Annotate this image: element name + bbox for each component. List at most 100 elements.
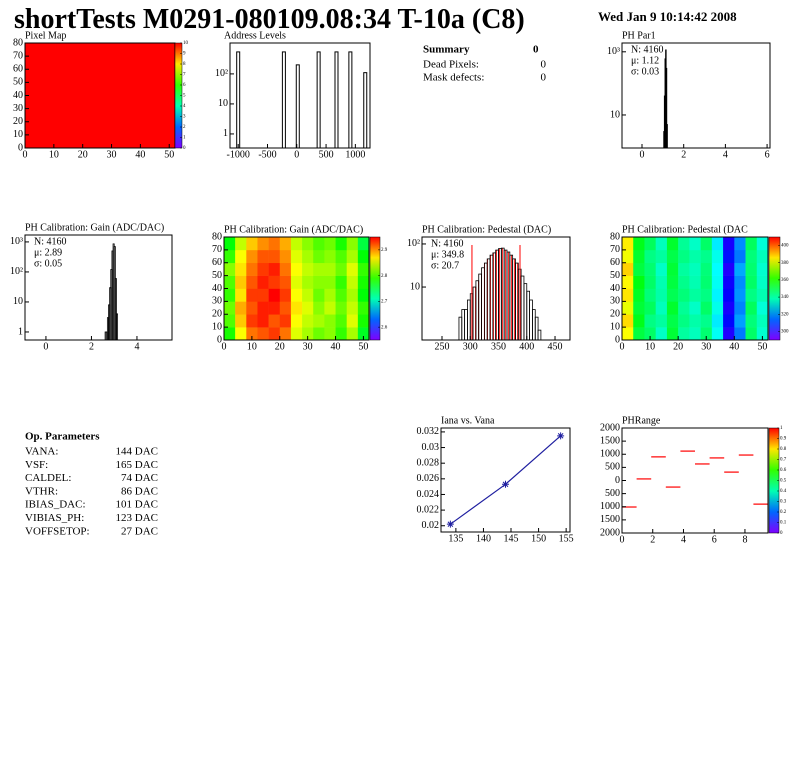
heat-cell — [246, 237, 258, 251]
heat-cell — [734, 237, 746, 251]
x-tick-label: 140 — [476, 533, 491, 544]
heat-cell — [622, 249, 634, 264]
plot: PH Calibration: Gain (ADC/DAC) 0 2 4 1 10 10² 1… — [10, 222, 173, 352]
heat-cell — [622, 288, 634, 302]
x-tick-label: 40 — [331, 341, 341, 352]
heat-cell — [745, 288, 758, 302]
heat-cell — [302, 314, 314, 328]
x-tick-label: 20 — [275, 341, 285, 352]
y-tick-label: 80 — [13, 37, 23, 48]
heat-cell — [756, 288, 769, 302]
x-tick-label: 6 — [765, 149, 770, 160]
heat-cell — [357, 314, 370, 328]
y-tick-label: 30 — [13, 103, 23, 114]
y-tick-label: 20 — [212, 309, 222, 320]
heat-cell — [290, 237, 303, 251]
palette-label: 2.8 — [381, 274, 388, 279]
summary-value: 0 — [533, 44, 539, 56]
heat-cell — [723, 314, 735, 328]
heat-cell — [678, 262, 690, 276]
plot: PH Calibration: Gain (ADC/DAC)0 10 20 30 40 5… — [212, 224, 388, 352]
heat-cell — [644, 249, 656, 264]
heat-cell — [678, 327, 690, 341]
y-tick-label: 50 — [13, 77, 23, 88]
heat-cell — [268, 301, 281, 315]
heat-cell — [279, 249, 292, 264]
x-tick-label: 10 — [247, 341, 257, 352]
y-tick-label: 0.02 — [422, 520, 440, 531]
palette-label: 7 — [183, 73, 186, 78]
plot-title: PH Calibration: Pedestal (DAC) — [422, 224, 551, 235]
heat-cell — [745, 275, 758, 289]
y-tick-label: 30 — [610, 296, 620, 307]
heat-cell — [313, 262, 325, 276]
heat-cell — [302, 262, 314, 276]
palette-label: 2.9 — [381, 248, 388, 253]
heat-cell — [257, 237, 269, 251]
x-tick-label: 0 — [43, 341, 48, 352]
heat-cell — [357, 275, 370, 289]
plot-title: Iana vs. Vana — [441, 415, 495, 426]
palette-label: 300 — [781, 330, 789, 335]
y-tick-label: 80 — [610, 231, 620, 242]
heat-cell — [257, 249, 269, 264]
data-layer — [622, 237, 769, 341]
heat-cell — [689, 288, 701, 302]
x-tick-label: -500 — [258, 149, 276, 160]
heat-cell — [666, 262, 679, 276]
x-tick-label: 400 — [519, 341, 534, 352]
y-tick-label: 10 — [410, 281, 420, 292]
heat-cell — [700, 275, 713, 289]
heat-cell — [655, 327, 668, 341]
x-tick-label: 4 — [723, 149, 728, 160]
palette-label: 380 — [781, 261, 789, 266]
frame — [24, 234, 173, 341]
heat-cell — [689, 275, 701, 289]
heat-cell — [224, 314, 236, 328]
y-tick-label: 40 — [13, 90, 23, 101]
y-tick-label: 60 — [610, 257, 620, 268]
heat-cell — [666, 237, 679, 251]
heat-cell — [257, 262, 269, 276]
y-tick-label: 10 — [218, 98, 228, 109]
plot-title: PHRange — [622, 415, 661, 426]
heat-cell — [622, 301, 634, 315]
y-tick-label: 2000 — [600, 527, 620, 538]
heat-cell — [346, 314, 359, 328]
plot-title: PH Calibration: Gain (ADC/DAC) — [25, 222, 164, 233]
heat-cell — [246, 288, 258, 302]
heat-cell — [313, 301, 325, 315]
heat-cell — [279, 314, 292, 328]
param-value: 101 DAC — [116, 499, 158, 511]
param-name: VTHR: — [25, 485, 58, 497]
heat-cell — [678, 249, 690, 264]
plot-title: Pixel Map — [25, 30, 66, 41]
heat-cell — [302, 301, 314, 315]
param-value: 27 DAC — [121, 525, 158, 537]
y-tick-label: 10 — [212, 321, 222, 332]
plot: PH Calibration: Pedestal (DAC) 250 300 350 4… — [407, 224, 571, 352]
x-tick-label: 50 — [164, 149, 174, 160]
heat-cell — [279, 275, 292, 289]
x-tick-label: 30 — [303, 341, 313, 352]
heat-cell — [633, 327, 645, 341]
heat-cell — [257, 301, 269, 315]
heat-cell — [644, 275, 656, 289]
heat-cell — [711, 262, 724, 276]
stats-line: σ: 0.03 — [631, 66, 659, 77]
frame — [440, 427, 571, 533]
hist-bin — [489, 254, 494, 341]
x-tick-label: 135 — [448, 533, 463, 544]
heat-cell — [257, 327, 269, 341]
heat-cell — [622, 314, 634, 328]
y-tick-label: 40 — [212, 283, 222, 294]
heat-cell — [257, 275, 269, 289]
heat-cell — [666, 314, 679, 328]
heat-cell — [324, 301, 336, 315]
palette-label: 10 — [183, 41, 189, 46]
palette-label: 2.6 — [381, 325, 388, 330]
heat-cell — [346, 249, 359, 264]
param-name: VOFFSETOP: — [25, 525, 90, 537]
heat-cell — [655, 249, 668, 264]
heat-cell — [224, 275, 236, 289]
